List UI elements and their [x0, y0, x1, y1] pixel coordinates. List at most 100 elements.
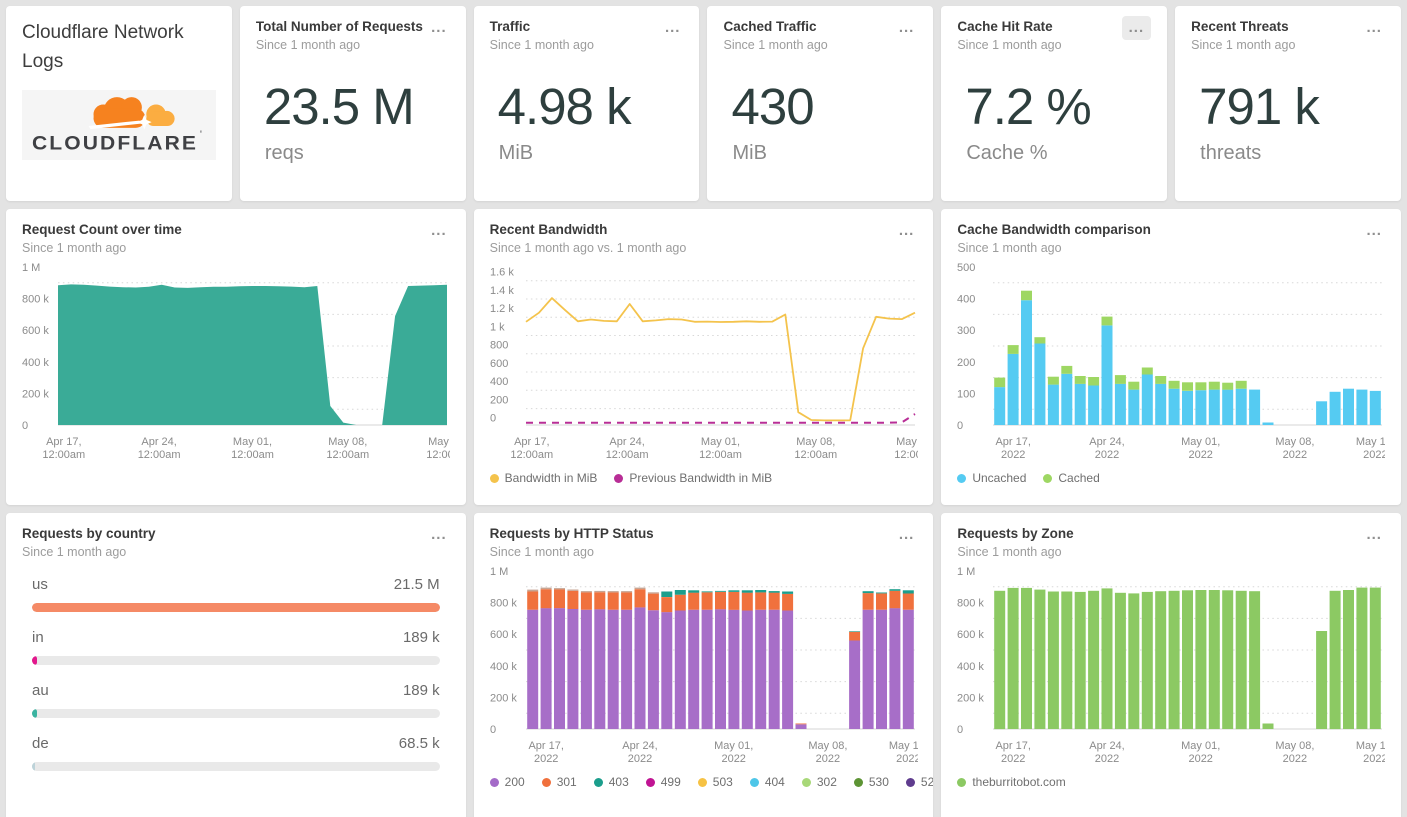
svg-text:600 k: 600 k	[957, 629, 984, 641]
svg-text:800: 800	[490, 340, 508, 352]
svg-text:Apr 17,: Apr 17,	[528, 740, 563, 752]
legend-item-404[interactable]: 404	[749, 775, 785, 789]
legend-dot-icon	[541, 777, 551, 787]
country-bar-track	[32, 656, 440, 665]
svg-text:2022: 2022	[627, 753, 651, 765]
legend-item-499[interactable]: 499	[645, 775, 681, 789]
chart-panel-cache-bandwidth: Cache Bandwidth comparison Since 1 month…	[941, 209, 1401, 505]
country-row-us: us 21.5 M	[32, 576, 440, 612]
legend-label: 302	[816, 775, 837, 789]
panel-menu-icon[interactable]: ...	[896, 19, 918, 37]
legend-label: 200	[504, 775, 525, 789]
svg-text:200 k: 200 k	[22, 388, 49, 400]
panel-title: Traffic	[489, 19, 531, 34]
panel-subtitle: Since 1 month ago	[22, 545, 127, 559]
legend-label: 503	[712, 775, 733, 789]
stat-panel-cached-traffic: Cached Traffic Since 1 month ago ... 430…	[707, 6, 934, 201]
svg-text:May 15,: May 15,	[1356, 436, 1385, 448]
svg-text:12:00am: 12:00am	[699, 449, 742, 461]
panel-menu-icon[interactable]: ...	[1363, 222, 1385, 240]
panel-subtitle: Since 1 month ago	[957, 241, 1062, 255]
country-bar[interactable]	[32, 709, 37, 718]
country-bar[interactable]	[32, 603, 440, 612]
panel-menu-icon[interactable]: ...	[1363, 526, 1385, 544]
legend-dot-icon	[489, 473, 499, 483]
svg-text:May 08,: May 08,	[808, 740, 847, 752]
page-title: Cloudflare Network Logs	[22, 22, 184, 72]
panel-menu-icon[interactable]: ...	[662, 19, 684, 37]
legend-dot-icon	[957, 777, 967, 787]
svg-text:1.2 k: 1.2 k	[490, 303, 514, 315]
panel-title: Recent Threats	[1191, 19, 1289, 34]
legend-label: 530	[868, 775, 889, 789]
svg-text:400 k: 400 k	[490, 661, 517, 673]
svg-text:600: 600	[490, 358, 508, 370]
legend-label: 301	[556, 775, 577, 789]
svg-text:2022: 2022	[1095, 753, 1119, 765]
legend-item-530[interactable]: 530	[853, 775, 889, 789]
svg-text:Apr 17,: Apr 17,	[46, 436, 81, 448]
panel-title: Cache Bandwidth comparison	[957, 222, 1151, 237]
panel-subtitle: Since 1 month ago	[723, 38, 828, 52]
country-row-au: au 189 k	[32, 682, 440, 718]
legend-item-301[interactable]: 301	[541, 775, 577, 789]
legend-dot-icon	[593, 777, 603, 787]
panel-menu-icon[interactable]: ...	[428, 19, 450, 37]
panel-subtitle: Since 1 month ago	[1191, 38, 1296, 52]
stat-value: 4.98 k	[497, 78, 632, 135]
svg-text:Apr 17,: Apr 17,	[996, 436, 1031, 448]
svg-text:12:00am: 12:00am	[42, 449, 85, 461]
svg-text:600 k: 600 k	[490, 629, 517, 641]
svg-text:Apr 24,: Apr 24,	[1090, 436, 1125, 448]
legend-item-403[interactable]: 403	[593, 775, 629, 789]
panel-menu-icon[interactable]: ...	[428, 526, 450, 544]
svg-text:2022: 2022	[1001, 449, 1025, 461]
panel-subtitle: Since 1 month ago	[957, 545, 1062, 559]
legend-label: 404	[764, 775, 785, 789]
svg-text:May 01,: May 01,	[714, 740, 753, 752]
legend-item-bandwidth-in-mib[interactable]: Bandwidth in MiB	[489, 471, 597, 485]
country-bar[interactable]	[32, 762, 35, 771]
svg-text:12:00am: 12:00am	[605, 449, 648, 461]
svg-text:12:00am: 12:00am	[326, 449, 369, 461]
panel-title: Requests by HTTP Status	[489, 526, 654, 541]
legend-item-302[interactable]: 302	[801, 775, 837, 789]
country-bar[interactable]	[32, 656, 37, 665]
panel-menu-icon[interactable]: ...	[896, 526, 918, 544]
legend-dot-icon	[957, 473, 967, 483]
svg-text:May 15,: May 15,	[888, 740, 917, 752]
country-value: 189 k	[402, 682, 440, 699]
legend-label: 526	[920, 775, 934, 789]
http-status-legend: 200301403499503404302530526524	[489, 775, 933, 789]
svg-text:Apr 24,: Apr 24,	[1090, 740, 1125, 752]
country-value: 21.5 M	[393, 576, 440, 593]
legend-item-526[interactable]: 526	[905, 775, 934, 789]
svg-text:1 M: 1 M	[22, 262, 40, 274]
legend-item-cached[interactable]: Cached	[1043, 471, 1100, 485]
svg-text:800 k: 800 k	[22, 294, 49, 306]
stat-value: 23.5 M	[263, 78, 415, 135]
legend-item-503[interactable]: 503	[697, 775, 733, 789]
legend-item-previous-bandwidth-in-mib[interactable]: Previous Bandwidth in MiB	[614, 471, 772, 485]
legend-label: theburritobot.com	[972, 775, 1066, 789]
legend-item-uncached[interactable]: Uncached	[957, 471, 1026, 485]
svg-text:Apr 24,: Apr 24,	[609, 436, 644, 448]
panel-menu-icon[interactable]: ...	[1363, 19, 1385, 37]
chart-panel-request-count: Request Count over time Since 1 month ag…	[6, 209, 466, 505]
panel-menu-icon[interactable]: ...	[896, 222, 918, 240]
svg-text:2022: 2022	[815, 753, 839, 765]
svg-text:0: 0	[490, 413, 496, 425]
panel-subtitle: Since 1 month ago vs. 1 month ago	[489, 241, 687, 255]
legend-item-200[interactable]: 200	[489, 775, 525, 789]
legend-item-theburritobot-com[interactable]: theburritobot.com	[957, 775, 1066, 789]
panel-menu-icon[interactable]: ...	[428, 222, 450, 240]
panel-menu-icon[interactable]: ...	[1121, 16, 1152, 40]
legend-dot-icon	[645, 777, 655, 787]
legend-dot-icon	[1043, 473, 1053, 483]
svg-text:0: 0	[957, 420, 963, 432]
